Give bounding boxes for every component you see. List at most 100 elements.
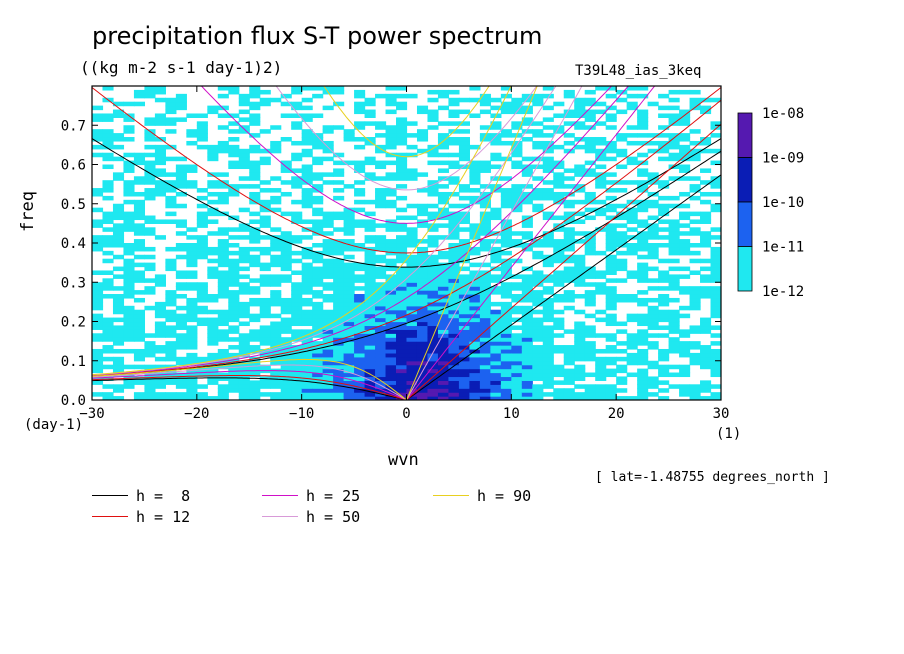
heatmap-cell (469, 325, 481, 330)
heatmap-cell (92, 356, 104, 362)
heatmap-cell (312, 227, 324, 232)
heatmap-cell (595, 360, 607, 366)
heatmap-cell (406, 231, 418, 236)
heatmap-cell (437, 372, 450, 378)
heatmap-cell (92, 105, 104, 111)
heatmap-cell (92, 243, 104, 248)
heatmap-cell (396, 223, 408, 228)
heatmap-cell (469, 176, 481, 181)
heatmap-cell (207, 333, 219, 338)
heatmap-cell (437, 392, 450, 397)
heatmap-cell (375, 348, 387, 354)
heatmap-cell (364, 266, 376, 272)
heatmap-cell (658, 243, 670, 248)
heatmap-cell (647, 376, 659, 381)
heatmap-cell (511, 345, 523, 350)
heatmap-cell (437, 133, 450, 138)
heatmap-cell (406, 294, 418, 299)
heatmap-cell (700, 294, 712, 299)
heatmap-cell (479, 195, 491, 201)
heatmap-cell (312, 333, 324, 338)
heatmap-cell (207, 297, 219, 303)
heatmap-cell (165, 309, 177, 315)
heatmap-cell (133, 290, 146, 295)
heatmap-cell (291, 219, 303, 224)
heatmap-cell (154, 356, 166, 362)
heatmap-cell (238, 313, 250, 319)
heatmap-cell (291, 140, 303, 146)
heatmap-cell (364, 282, 376, 287)
kelvin-curve (406, 86, 656, 400)
heatmap-cell (154, 86, 166, 91)
heatmap-cell (458, 337, 470, 342)
heatmap-cell (532, 129, 544, 134)
heatmap-cell (637, 203, 649, 209)
heatmap-cell (144, 246, 156, 252)
heatmap-cell (500, 368, 512, 374)
heatmap-cell (406, 372, 418, 378)
heatmap-cell (259, 97, 271, 103)
heatmap-cell (301, 168, 313, 173)
heatmap-cell (249, 105, 261, 111)
heatmap-cell (196, 113, 208, 118)
heatmap-cell (249, 160, 261, 166)
heatmap-cell (448, 321, 460, 327)
heatmap-cell (175, 231, 187, 236)
heatmap-cell (521, 105, 533, 111)
y-tick-label: 0.0 (61, 393, 86, 409)
heatmap-cell (228, 191, 240, 197)
heatmap-cell (385, 109, 397, 115)
heatmap-cell (574, 199, 586, 205)
heatmap-cell (406, 227, 418, 232)
heatmap-cell (521, 388, 533, 393)
heatmap-cell (301, 368, 313, 374)
heatmap-cell (448, 235, 460, 240)
heatmap-cell (637, 184, 649, 189)
heatmap-cell (396, 160, 408, 166)
heatmap-cell (584, 392, 596, 397)
heatmap-cell (511, 101, 523, 107)
heatmap-cell (375, 239, 387, 244)
mrg-curve (92, 99, 721, 377)
heatmap-cell (616, 89, 628, 95)
heatmap-cell (689, 195, 701, 201)
heatmap-cell (532, 243, 544, 248)
heatmap-cell (511, 325, 523, 330)
heatmap-cell (563, 345, 575, 350)
heatmap-cell (354, 101, 366, 107)
heatmap-cell (364, 372, 376, 378)
heatmap-cell (616, 235, 628, 240)
heatmap-cell (396, 133, 408, 138)
heatmap-cell (605, 345, 617, 350)
heatmap-cell (427, 239, 439, 244)
heatmap-cell (92, 333, 104, 338)
heatmap-cell (584, 301, 596, 307)
heatmap-cell (521, 235, 533, 240)
heatmap-cell (396, 278, 408, 283)
heatmap-cell (291, 329, 303, 334)
heatmap-cell (679, 364, 691, 370)
heatmap-cell (490, 274, 502, 279)
heatmap-cell (458, 274, 470, 279)
heatmap-cell (647, 384, 659, 389)
heatmap-cell (689, 356, 701, 362)
heatmap-cell (259, 156, 271, 162)
heatmap-cell (427, 360, 439, 366)
heatmap-cell (123, 125, 135, 130)
heatmap-cell (595, 121, 607, 126)
heatmap-cell (133, 348, 146, 354)
heatmap-cell (658, 364, 670, 370)
heatmap-cell (479, 215, 491, 221)
heatmap-cell (396, 348, 408, 354)
heatmap-cell (458, 341, 470, 346)
heatmap-cell (385, 360, 397, 366)
heatmap-cell (175, 254, 187, 260)
heatmap-cell (396, 380, 408, 385)
heatmap-cell (416, 321, 429, 327)
heatmap-cell (238, 274, 250, 279)
heatmap-cell (249, 348, 261, 354)
heatmap-cell (207, 144, 219, 150)
heatmap-cell (626, 317, 638, 323)
heatmap-cell (270, 125, 282, 130)
heatmap-cell (532, 301, 544, 307)
